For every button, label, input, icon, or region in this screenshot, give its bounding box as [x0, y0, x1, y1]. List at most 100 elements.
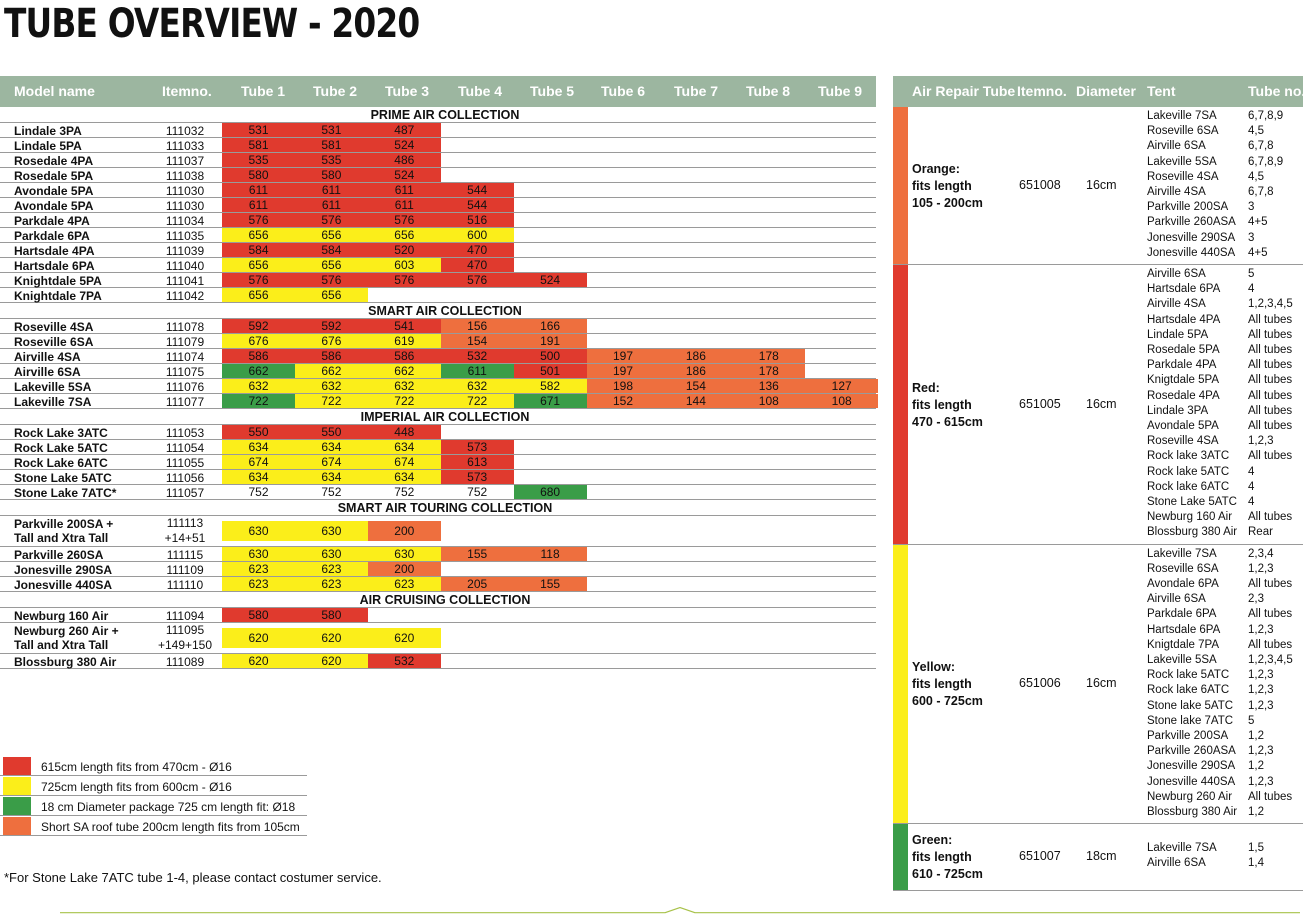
- tube-cell: 531: [222, 123, 295, 137]
- repair-tent: Hartsdale 6PA: [1147, 623, 1221, 636]
- repair-group: Orange: fits length 105 - 200cm 651008 16cm L…: [893, 107, 1303, 265]
- repair-entry: Rock lake 5ATC 1,2,3: [1147, 669, 1303, 684]
- repair-tent: Knigtdale 7PA: [1147, 638, 1220, 651]
- legend-swatch: [3, 757, 31, 775]
- repair-tube-no: 1,2,3: [1248, 745, 1274, 758]
- repair-entry: Parkville 260ASA 1,2,3: [1147, 745, 1303, 760]
- tube-cell: 722: [367, 394, 441, 408]
- repair-color-bar: [893, 107, 908, 264]
- model-name: Parkdale 6PA: [14, 229, 90, 243]
- tube-cell: 752: [394, 485, 415, 499]
- repair-tube-no: 1,2,3: [1248, 435, 1274, 448]
- tube-cell: 200: [367, 562, 441, 576]
- repair-tube-no: 4,5: [1248, 170, 1264, 183]
- tube-cell: 662: [294, 364, 368, 378]
- table-row: Rock Lake 5ATC 111054 634 634 634 573: [0, 440, 876, 455]
- tube-cell: 630: [222, 547, 295, 561]
- tube-cell: 541: [367, 319, 441, 333]
- legend-item: Short SA roof tube 200cm length fits fro…: [0, 816, 307, 836]
- tube-cell: 156: [440, 319, 514, 333]
- table-row: Lakeville 7SA 111077 722 722 722 722 671 152 144…: [0, 394, 879, 409]
- repair-entry: Parkville 200SA 3: [1147, 201, 1303, 216]
- repair-tube-no: 4,5: [1248, 125, 1264, 138]
- repair-tent: Jonesville 290SA: [1147, 231, 1236, 244]
- tube-cell: 581: [294, 138, 368, 152]
- tube-cell: 722: [294, 394, 368, 408]
- model-name: Lindale 3PA: [14, 124, 82, 138]
- item-number: 111042: [165, 289, 205, 303]
- tube-table: PRIME AIR COLLECTION Lindale 3PA 111032 531…: [0, 107, 879, 669]
- tube-cell: 632: [440, 379, 514, 393]
- tube-cell: 166: [513, 319, 587, 333]
- repair-group-label: Yellow: fits length 600 - 725cm: [912, 659, 983, 710]
- tube-cell: 520: [367, 243, 441, 257]
- tube-cell: 586: [222, 349, 295, 363]
- tube-cell: 630: [222, 521, 295, 541]
- model-name: Airville 4SA: [14, 350, 81, 364]
- tube-cell: 470: [440, 243, 514, 257]
- model-name: Lindale 5PA: [14, 139, 82, 153]
- repair-tube-no: 1,2,3: [1248, 562, 1274, 575]
- repair-color-bar: [893, 265, 908, 544]
- tube-cell: 573: [440, 470, 514, 484]
- table-row: Hartsdale 6PA 111040 656 656 603 470: [0, 258, 876, 273]
- repair-entry: Stone lake 7ATC 5: [1147, 715, 1303, 730]
- repair-tent: Roseville 4SA: [1147, 435, 1219, 448]
- repair-tent: Parkville 260ASA: [1147, 745, 1236, 758]
- section-title-row: SMART AIR COLLECTION: [0, 303, 876, 319]
- table-row: Knightdale 5PA 111041 576 576 576 576 524: [0, 273, 876, 288]
- model-name: Knightdale 7PA: [14, 289, 102, 303]
- repair-item-number: 651007: [1019, 849, 1061, 864]
- repair-label-line: Yellow:: [912, 660, 956, 675]
- repair-item-number: 651005: [1019, 396, 1061, 411]
- item-number: 111056: [165, 471, 205, 485]
- repair-tube-no: 1,2,3: [1248, 669, 1274, 682]
- tube-cell: 580: [294, 168, 368, 182]
- repair-header-air-repair-tube: Air Repair Tube: [912, 83, 1016, 99]
- model-name: Blossburg 380 Air: [14, 655, 117, 669]
- tube-cell: 752: [248, 485, 269, 499]
- item-number: 111075: [165, 365, 205, 379]
- tube-cell: 656: [294, 258, 368, 272]
- tube-cell: 186: [659, 364, 733, 378]
- tube-cell: 620: [294, 628, 368, 648]
- legend-text: 615cm length fits from 470cm - Ø16: [41, 760, 232, 774]
- tube-cell: 632: [222, 379, 295, 393]
- repair-tent: Rosedale 4PA: [1147, 389, 1220, 402]
- repair-tent: Blossburg 380 Air: [1147, 805, 1238, 818]
- repair-entry: Roseville 4SA 1,2,3: [1147, 435, 1303, 450]
- tube-cell: 200: [367, 521, 441, 541]
- table-row: Newburg 260 Air + Tall and Xtra Tall 11109…: [0, 623, 876, 654]
- repair-tube-no: 1,2: [1248, 729, 1264, 742]
- item-number: 111038: [165, 169, 205, 183]
- repair-label-line: Green:: [912, 833, 953, 848]
- repair-tent: Newburg 260 Air: [1147, 790, 1233, 803]
- tube-cell: 632: [367, 379, 441, 393]
- repair-tube-no: All tubes: [1248, 313, 1293, 326]
- repair-tube-no: 1,2,3: [1248, 684, 1274, 697]
- tube-cell: 524: [513, 273, 587, 287]
- repair-tube-no: 1,2,3,4,5: [1248, 298, 1293, 311]
- repair-tube-no: 5: [1248, 714, 1255, 727]
- tube-cell: 191: [513, 334, 587, 348]
- tube-cell: 576: [367, 273, 441, 287]
- model-name: Lakeville 7SA: [14, 395, 92, 409]
- tube-cell: 674: [367, 455, 441, 469]
- repair-tent: Stone lake 7ATC: [1147, 714, 1234, 727]
- item-number: +14+51: [164, 531, 206, 545]
- repair-tube-no: All tubes: [1248, 374, 1293, 387]
- legend-text: Short SA roof tube 200cm length fits fro…: [41, 820, 300, 834]
- legend-item: 18 cm Diameter package 725 cm length fit…: [0, 796, 307, 816]
- repair-tent: Rock lake 6ATC: [1147, 684, 1230, 697]
- table-row: Parkville 260SA 111115 630 630 630 155 118: [0, 547, 876, 562]
- legend-text: 18 cm Diameter package 725 cm length fit…: [41, 800, 296, 814]
- tube-cell: 531: [294, 123, 368, 137]
- repair-tent: Lakeville 5SA: [1147, 653, 1217, 666]
- repair-label-line: 470 - 615cm: [912, 414, 983, 429]
- tube-cell: 197: [586, 349, 660, 363]
- repair-tube-no: 4+5: [1248, 246, 1268, 259]
- repair-entry: Parkville 200SA 1,2: [1147, 730, 1303, 745]
- tube-cell: 623: [222, 577, 295, 591]
- repair-diameter: 16cm: [1086, 396, 1117, 411]
- repair-entry: Rock lake 5ATC 4: [1147, 466, 1303, 481]
